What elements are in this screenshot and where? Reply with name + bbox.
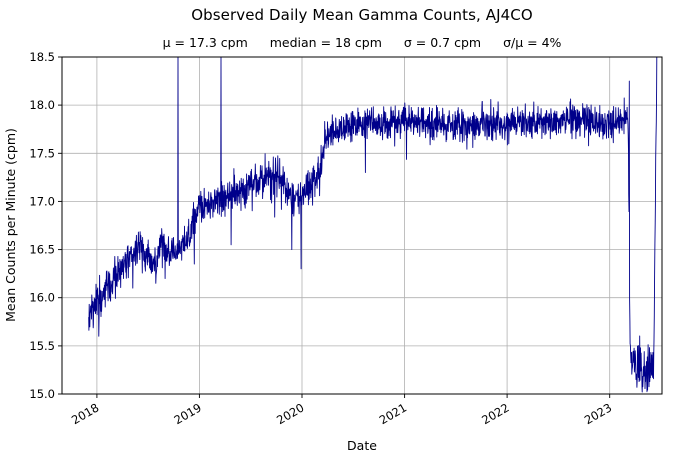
y-tick-label: 16.0 [29,291,55,305]
gamma-counts-series-line [88,56,658,393]
chart-stats-line: μ = 17.3 cpm median = 18 cpm σ = 0.7 cpm… [62,35,662,50]
x-tick-label: 2022 [479,400,511,427]
x-tick-label: 2020 [274,400,306,427]
y-tick-label: 18.0 [29,98,55,112]
y-tick-label: 15.0 [29,387,55,401]
stat-mean: μ = 17.3 cpm [162,35,248,50]
stat-sigma: σ = 0.7 cpm [403,35,482,50]
chart-title: Observed Daily Mean Gamma Counts, AJ4CO [191,6,533,24]
x-tick-label: 2018 [69,400,101,427]
y-tick-label: 17.0 [29,194,55,208]
y-axis-title: Mean Counts per Minute (cpm) [3,128,18,322]
stat-median: median = 18 cpm [269,35,382,50]
x-tick-label: 2019 [172,400,204,427]
y-tick-label: 18.5 [29,50,55,64]
stat-cv: σ/μ = 4% [503,35,562,50]
y-tick-label: 15.5 [29,339,55,353]
x-tick-label: 2021 [377,400,409,427]
y-tick-label: 16.5 [29,243,55,257]
x-axis-title: Date [347,438,377,453]
y-tick-label: 17.5 [29,146,55,160]
axes-spines [61,56,663,395]
x-tick-label: 2023 [582,400,614,427]
